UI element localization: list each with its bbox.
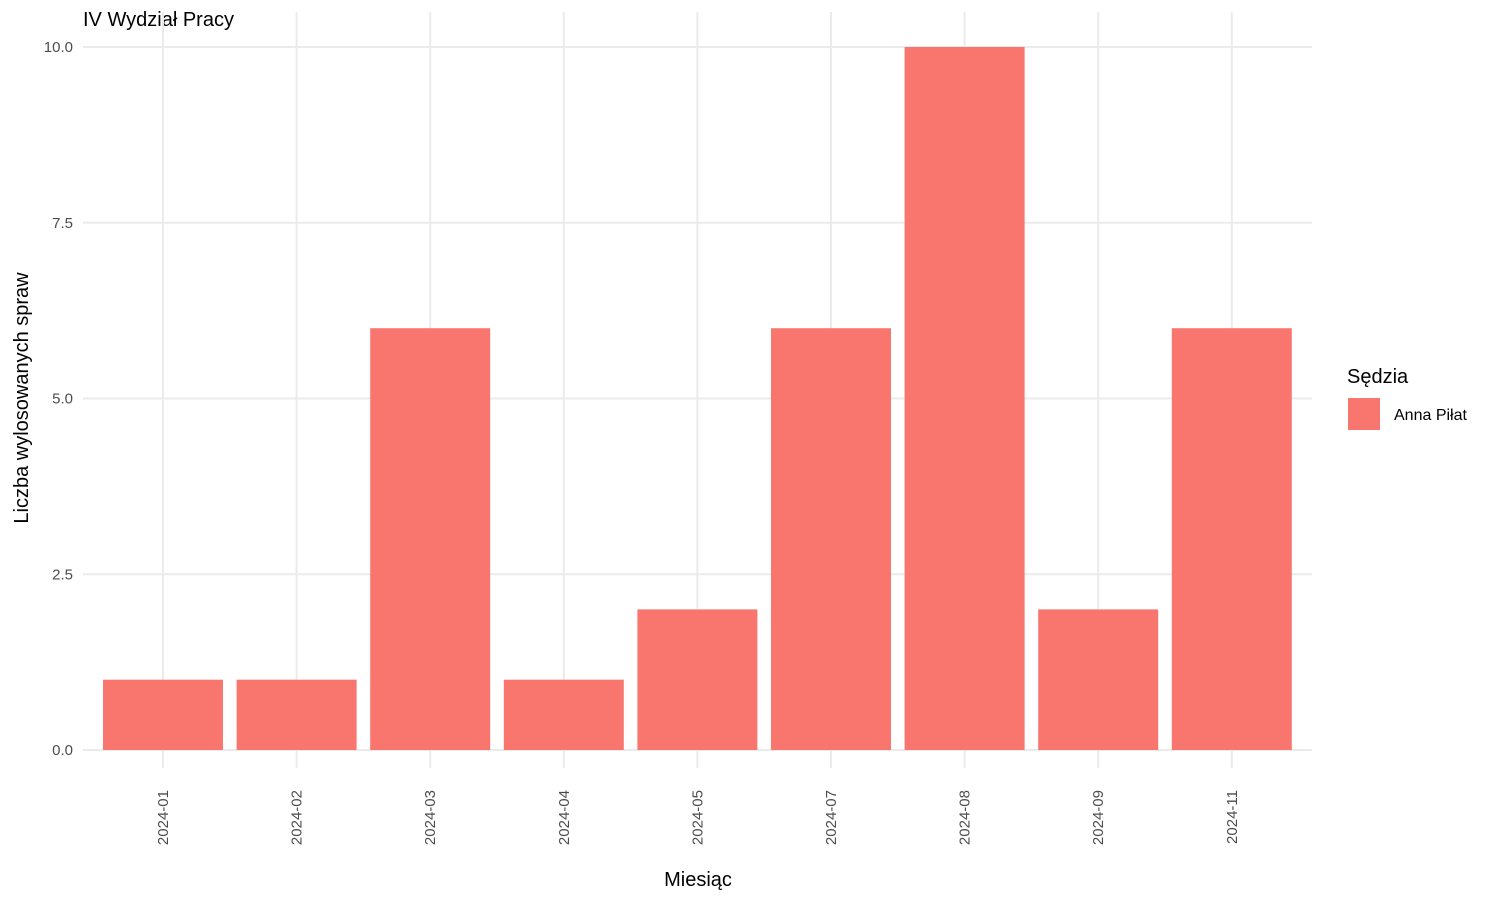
- x-tick-label: 2024-04: [556, 790, 573, 845]
- bar: [1171, 328, 1292, 750]
- bar: [904, 47, 1025, 750]
- bar: [370, 328, 491, 750]
- x-tick-label: 2024-02: [289, 790, 306, 845]
- bars: [103, 47, 1292, 750]
- legend-swatch: [1348, 398, 1380, 430]
- bar: [103, 679, 223, 750]
- bar: [771, 328, 891, 750]
- chart-title: IV Wydział Pracy: [83, 9, 234, 31]
- x-tick-label: 2024-05: [689, 790, 706, 845]
- x-tick-label: 2024-08: [957, 790, 974, 845]
- x-tick-label: 2024-09: [1090, 790, 1107, 845]
- x-axis-ticks: 2024-01 2024-02 2024-03 2024-04 2024-05 2024-…: [155, 790, 1241, 845]
- y-tick-label: 2.5: [52, 566, 73, 583]
- bar: [637, 609, 758, 750]
- y-axis-ticks: 0.0 2.5 5.0 7.5 10.0: [44, 39, 73, 759]
- x-axis-title: Miesiąc: [664, 869, 732, 891]
- legend-title: Sędzia: [1347, 366, 1409, 388]
- bar: [236, 679, 357, 750]
- legend-label: Anna Piłat: [1394, 407, 1467, 424]
- x-tick-label: 2024-01: [155, 790, 172, 845]
- bar: [503, 679, 624, 750]
- x-tick-label: 2024-03: [422, 790, 439, 845]
- x-tick-label: 2024-11: [1224, 790, 1241, 844]
- y-tick-label: 7.5: [52, 215, 73, 232]
- y-tick-label: 10.0: [44, 39, 73, 56]
- bar: [1038, 609, 1159, 750]
- y-tick-label: 5.0: [52, 391, 73, 408]
- y-axis-title: Liczba wylosowanych spraw: [11, 272, 33, 524]
- y-tick-label: 0.0: [52, 742, 73, 759]
- x-tick-label: 2024-07: [823, 790, 840, 845]
- legend: Sędzia Anna Piłat: [1347, 366, 1467, 430]
